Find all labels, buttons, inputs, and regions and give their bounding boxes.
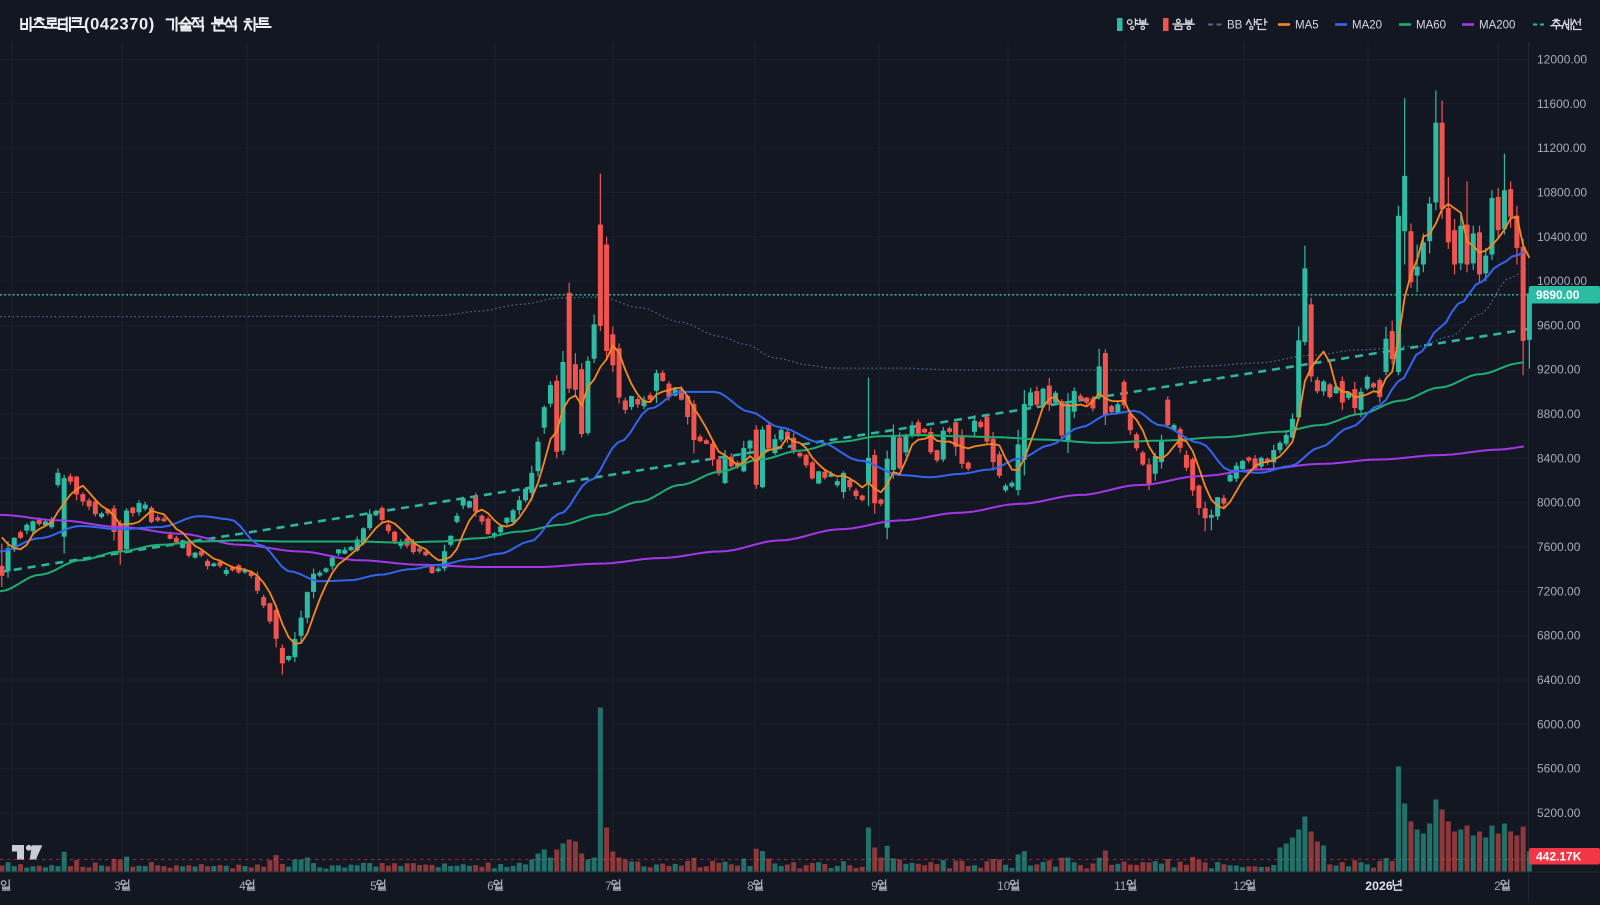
svg-text:9200.00: 9200.00	[1537, 363, 1581, 377]
svg-text:MA20: MA20	[1352, 20, 1382, 32]
svg-text:2: 2	[1494, 881, 1500, 893]
svg-text:8400.00: 8400.00	[1537, 451, 1581, 465]
svg-text:7: 7	[605, 881, 611, 893]
svg-text:MA60: MA60	[1416, 20, 1446, 32]
svg-text:10800.00: 10800.00	[1537, 186, 1587, 200]
svg-text:10000.00: 10000.00	[1537, 274, 1587, 288]
svg-text:12: 12	[1233, 881, 1246, 893]
svg-text:MA5: MA5	[1295, 20, 1319, 32]
svg-text:11: 11	[1114, 881, 1126, 893]
svg-text:8800.00: 8800.00	[1537, 407, 1581, 421]
svg-text:10400.00: 10400.00	[1537, 230, 1587, 244]
svg-text:11200.00: 11200.00	[1537, 141, 1586, 155]
svg-text:9890.00: 9890.00	[1536, 288, 1580, 302]
svg-text:BB: BB	[1227, 20, 1243, 32]
svg-text:6800.00: 6800.00	[1537, 629, 1581, 643]
svg-text:3: 3	[114, 881, 120, 893]
svg-text:5200.00: 5200.00	[1537, 806, 1581, 820]
svg-text:5: 5	[370, 881, 376, 893]
svg-text:4: 4	[239, 881, 246, 893]
svg-text:7600.00: 7600.00	[1537, 540, 1581, 554]
svg-text:(042370): (042370)	[84, 16, 155, 34]
svg-text:9600.00: 9600.00	[1537, 318, 1581, 332]
svg-text:MA200: MA200	[1479, 20, 1515, 32]
svg-text:442.17K: 442.17K	[1536, 850, 1582, 864]
svg-text:8: 8	[747, 881, 753, 893]
svg-text:8000.00: 8000.00	[1537, 496, 1581, 510]
svg-text:6: 6	[487, 881, 493, 893]
svg-text:10: 10	[997, 881, 1010, 893]
svg-text:2026: 2026	[1365, 879, 1393, 893]
svg-text:11600.00: 11600.00	[1537, 97, 1586, 111]
svg-text:6400.00: 6400.00	[1537, 673, 1581, 687]
svg-text:5600.00: 5600.00	[1537, 762, 1581, 776]
svg-text:6000.00: 6000.00	[1537, 717, 1581, 731]
svg-text:7200.00: 7200.00	[1537, 584, 1581, 598]
svg-text:9: 9	[871, 881, 877, 893]
svg-text:12000.00: 12000.00	[1537, 53, 1587, 67]
